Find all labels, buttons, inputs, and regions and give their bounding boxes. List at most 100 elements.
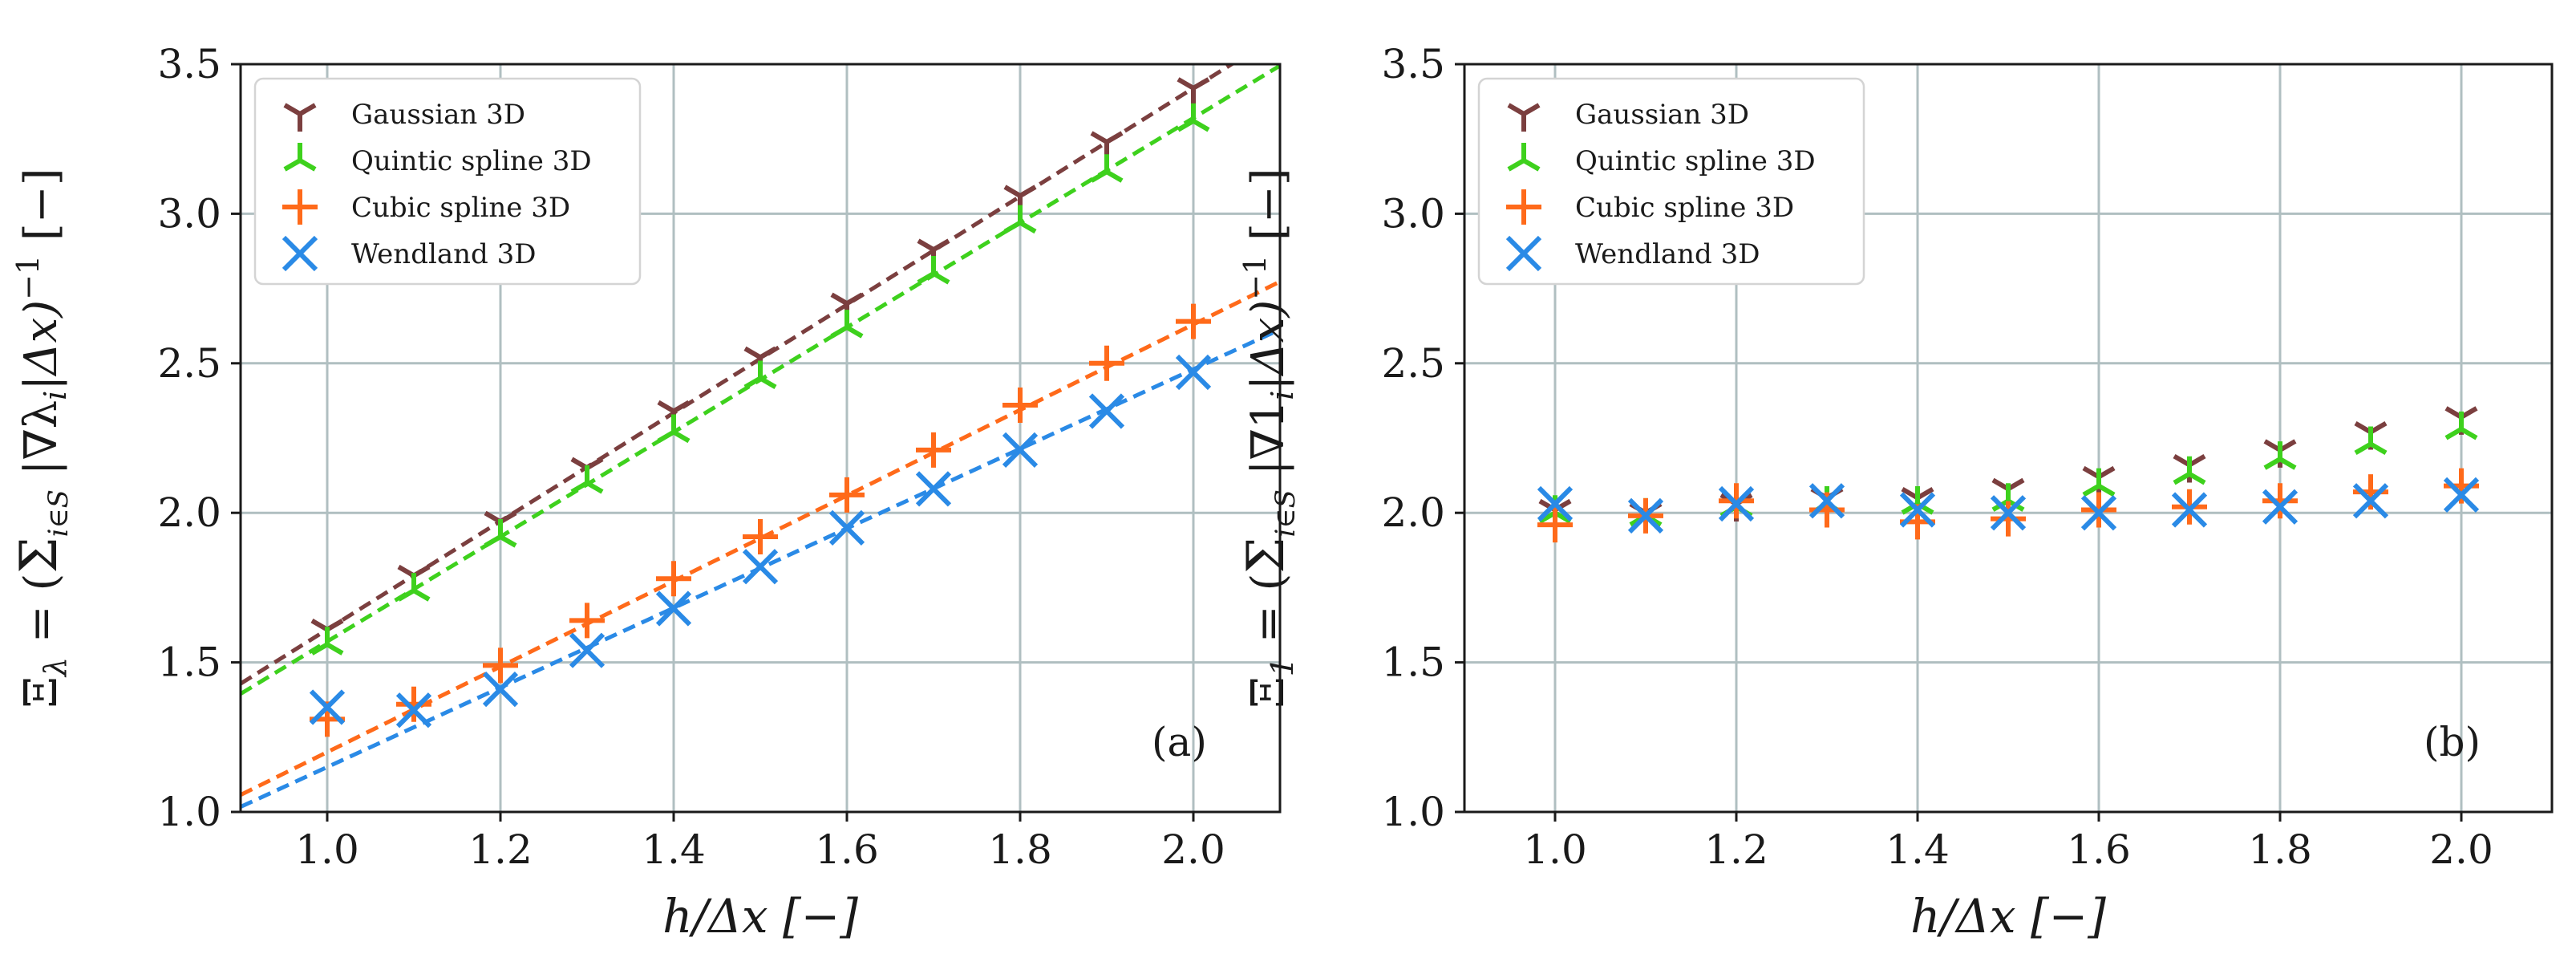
data-point [829, 477, 865, 513]
x-axis-label: h/Δx [−] [1910, 889, 2106, 944]
y-axis-label-part: i∈S [43, 489, 75, 537]
data-point [1177, 77, 1210, 106]
y-tick-label: 3.0 [157, 190, 221, 237]
legend-entry: Gaussian 3D [351, 99, 525, 131]
y-axis-label-part: i [1265, 391, 1300, 400]
data-point [2171, 492, 2208, 528]
y-tick-label: 2.0 [1381, 489, 1445, 536]
data-point [917, 255, 950, 285]
data-series [309, 354, 1212, 729]
data-point [830, 310, 864, 339]
legend-entry: Wendland 3D [1575, 238, 1760, 270]
data-point [828, 509, 865, 546]
data-point [1090, 154, 1124, 183]
legend-entry: Cubic spline 3D [351, 192, 570, 224]
x-tick-label: 1.2 [468, 826, 533, 873]
data-point [1089, 345, 1124, 381]
data-point [2082, 468, 2116, 497]
data-point [915, 471, 952, 507]
data-point [1537, 507, 1573, 543]
x-tick-label: 1.8 [2248, 826, 2312, 873]
x-tick-label: 1.0 [295, 826, 359, 873]
y-axis-label-part: Ξ [1242, 676, 1294, 708]
plot-frame [1463, 63, 2554, 814]
y-axis-label-part: −1 [10, 255, 46, 300]
y-axis-label-part: i∈S [1270, 489, 1302, 537]
data-point [395, 692, 432, 729]
data-point [916, 432, 951, 468]
legend-marker [1506, 189, 1541, 225]
x-tick-label: 1.8 [988, 826, 1052, 873]
data-point [1808, 483, 1845, 519]
legend: Gaussian 3D Quintic spline 3D Cubic spline… [253, 77, 642, 286]
data-point [2262, 483, 2298, 519]
y-axis-label-part: i [38, 391, 73, 400]
data-point [483, 647, 518, 684]
panel-label: (a) [1152, 719, 1207, 765]
data-point [310, 627, 344, 655]
legend-marker [283, 143, 317, 172]
data-point [2263, 441, 2297, 470]
x-tick-label: 2.0 [2429, 826, 2493, 873]
y-axis-label-part: Σ [10, 537, 69, 573]
data-point [1177, 103, 1210, 132]
panel-b: 1.0 1.2 1.4 1.6 1.8 2.0 1.0 1.5 2.0 2.5 3.0 3.5 h/Δx… [1237, 41, 2554, 944]
y-axis-label-part: −1 [1237, 255, 1273, 300]
y-axis-label-part: Ξ [15, 676, 67, 708]
data-point [1627, 497, 1664, 534]
data-series [1537, 468, 2479, 543]
data-point [742, 549, 779, 585]
data-point [743, 360, 777, 390]
legend-entry: Cubic spline 3D [1575, 192, 1794, 224]
x-tick-label: 1.2 [1704, 826, 1768, 873]
legend-box [1477, 77, 1865, 286]
x-tick-label: 1.6 [815, 826, 879, 873]
y-axis-label-part: |Δx) [1242, 300, 1294, 391]
data-point [656, 561, 691, 597]
legend-marker [1505, 235, 1542, 272]
y-tick-label: 3.5 [1381, 41, 1445, 87]
panel-label: (b) [2424, 719, 2481, 765]
data-point [1003, 205, 1037, 234]
data-point [309, 689, 346, 725]
y-tick-label: 2.0 [157, 489, 221, 536]
data-point [1175, 354, 1212, 391]
legend: Gaussian 3D Quintic spline 3D Cubic spline… [1477, 77, 1865, 286]
data-series [310, 303, 1211, 737]
plot-area [241, 64, 1280, 809]
data-point [2262, 489, 2299, 525]
data-series [1537, 477, 2480, 534]
y-axis-label-part: = ( [1242, 574, 1294, 657]
y-axis-label-part: [−] [15, 168, 67, 254]
data-point [569, 603, 605, 639]
data-point [1088, 393, 1125, 429]
data-point [1899, 492, 1936, 528]
x-tick-label: 1.6 [2067, 826, 2131, 873]
data-point [743, 519, 778, 555]
legend-box [253, 77, 642, 286]
legend-entry: Gaussian 3D [1575, 99, 1749, 131]
legend-marker [281, 235, 318, 272]
data-point [482, 672, 519, 708]
data-point [484, 519, 517, 548]
legend-marker [283, 103, 317, 132]
data-point [1990, 495, 2027, 531]
data-point [2443, 477, 2480, 513]
data-series [310, 103, 1210, 655]
legend-marker [282, 189, 318, 225]
y-axis-label-part: λ [38, 657, 73, 678]
x-tick-label: 1.0 [1523, 826, 1587, 873]
y-tick-label: 2.5 [1381, 340, 1445, 387]
data-point [2080, 495, 2117, 531]
plot-frame [239, 63, 1282, 814]
data-point [396, 686, 431, 722]
data-point [1002, 387, 1038, 423]
legend-entry: Quintic spline 3D [351, 145, 592, 177]
y-axis-label-part: |∇1 [1242, 400, 1294, 489]
legend-marker [1507, 143, 1541, 172]
data-point [657, 414, 691, 444]
data-point [1718, 485, 1755, 522]
data-point [655, 591, 692, 627]
y-axis-label-part: 1 [1265, 657, 1300, 676]
